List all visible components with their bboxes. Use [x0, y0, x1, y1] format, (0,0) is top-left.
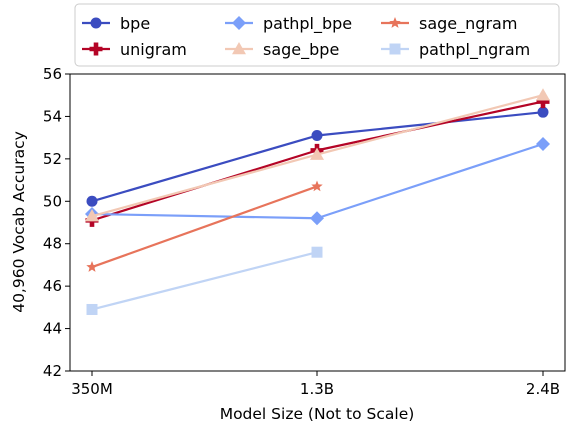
- legend: bpe unigram pathpl_bpe sage_bpe sage_ngrampa…: [74, 3, 560, 67]
- data-point-sage_ngram-1.3B: [311, 180, 323, 192]
- x-tick-label: 350M: [71, 380, 113, 398]
- x-tick-label: 2.4B: [526, 380, 560, 398]
- data-point-sage_ngram-350M: [86, 261, 98, 272]
- series-line-sage_ngram: [91, 185, 318, 269]
- data-point-pathpl_bpe-1.3B: [310, 211, 324, 226]
- y-tick-label: 44: [43, 320, 62, 338]
- y-tick-label: 56: [43, 65, 62, 83]
- legend-item-sage_bpe: sage_bpe: [225, 40, 339, 60]
- legend-box: [74, 3, 560, 67]
- legend-label: unigram: [120, 40, 187, 59]
- data-point-unigram-2.4B: [536, 95, 550, 109]
- y-tick-label: 46: [43, 277, 62, 295]
- data-point-bpe-350M: [86, 195, 98, 207]
- series-unigram: [85, 95, 550, 227]
- data-point-pathpl_bpe-2.4B: [536, 137, 550, 152]
- series-sage_ngram: [86, 180, 323, 272]
- legend-label: pathpl_ngram: [419, 40, 530, 60]
- y-tick-label: 52: [43, 150, 62, 168]
- legend-label: pathpl_bpe: [263, 14, 352, 34]
- y-tick-label: 42: [43, 362, 62, 380]
- legend-item-pathpl_ngram: pathpl_ngram: [381, 40, 530, 60]
- series-pathpl_ngram: [86, 246, 323, 315]
- legend-label: bpe: [120, 14, 150, 33]
- series-sage_bpe: [85, 88, 550, 222]
- data-point-sage_bpe-2.4B: [536, 88, 550, 101]
- legend-swatch-marker: [232, 16, 246, 30]
- y-axis-title: 40,960 Vocab Accuracy: [10, 131, 28, 313]
- x-tick-label: 1.3B: [300, 380, 334, 398]
- y-tick-label: 48: [43, 235, 62, 253]
- data-point-pathpl_ngram-1.3B: [311, 246, 323, 258]
- y-tick-label: 54: [43, 107, 62, 125]
- x-axis-title: Model Size (Not to Scale): [220, 405, 415, 423]
- data-point-bpe-2.4B: [537, 106, 549, 118]
- legend-item-pathpl_bpe: pathpl_bpe: [225, 14, 352, 34]
- legend-swatch-marker: [90, 17, 102, 29]
- data-point-sage_bpe-1.3B: [310, 147, 324, 160]
- legend-label: sage_ngram: [419, 14, 517, 34]
- legend-item-unigram: unigram: [82, 40, 187, 59]
- series-line-pathpl_ngram: [91, 251, 318, 311]
- data-point-bpe-1.3B: [311, 130, 323, 142]
- legend-swatch-marker: [389, 17, 401, 28]
- legend-swatch-marker: [89, 42, 103, 56]
- y-tick-label: 50: [43, 192, 62, 210]
- data-point-pathpl_ngram-350M: [86, 303, 98, 315]
- data-point-sage_bpe-350M: [85, 209, 99, 222]
- legend-item-sage_ngram: sage_ngram: [381, 14, 517, 34]
- legend-label: sage_bpe: [263, 40, 339, 60]
- legend-swatch-marker: [232, 42, 246, 55]
- legend-swatch-marker: [389, 43, 401, 55]
- series-bpe: [86, 106, 549, 207]
- axes: 42 44 46 48 50 52 54 56 350M 1.3B 2.4B: [43, 65, 566, 398]
- legend-item-bpe: bpe: [82, 14, 150, 33]
- plot-area: [85, 88, 550, 315]
